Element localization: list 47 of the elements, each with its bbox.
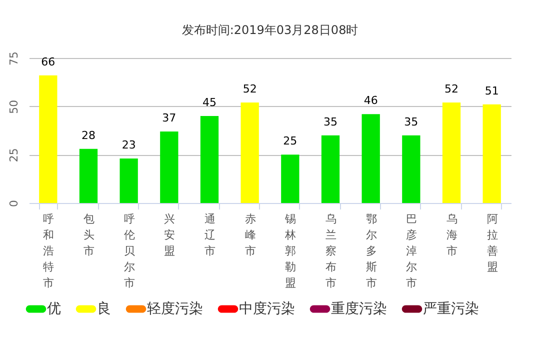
bar [482, 104, 501, 203]
data-label: 35 [324, 115, 338, 128]
legend-label: 严重污染 [423, 301, 479, 317]
legend-label: 良 [97, 301, 111, 317]
legend-label: 重度污染 [331, 301, 387, 317]
data-label: 52 [242, 82, 257, 96]
y-tick-label: 75 [8, 52, 20, 66]
bar [240, 102, 259, 203]
x-tick-label: 赤峰市 [244, 212, 256, 258]
data-label: 35 [404, 115, 418, 128]
chart-title: 发布时间:2019年03月28日08时 [182, 23, 358, 37]
data-label: 66 [41, 55, 56, 68]
data-label: 25 [283, 134, 298, 148]
legend-label: 优 [47, 301, 61, 317]
bar [321, 135, 340, 203]
data-label: 23 [122, 138, 136, 152]
x-tick-label: 包头市 [83, 212, 94, 258]
bar [200, 116, 219, 203]
bar [442, 102, 461, 203]
bar [160, 131, 178, 203]
bar [362, 114, 380, 203]
bar [402, 135, 420, 203]
x-tick-label: 乌兰察布市 [326, 212, 336, 290]
y-tick-label: 25 [8, 148, 20, 162]
x-tick-label: 阿拉善盟 [486, 212, 498, 274]
data-label: 28 [81, 128, 96, 142]
x-tick-label: 巴彦淖尔市 [406, 212, 418, 290]
y-tick-label: 0 [8, 200, 20, 207]
x-tick-label: 呼伦贝尔市 [124, 212, 135, 290]
x-tick-label: 呼和浩特市 [43, 212, 54, 290]
bar [120, 158, 138, 203]
bar [281, 154, 300, 203]
x-tick-label: 锡林郭勒盟 [284, 212, 296, 290]
bar [39, 75, 58, 203]
data-label: 45 [202, 96, 216, 109]
x-tick-label: 鄂尔多斯市 [366, 212, 377, 290]
bar [79, 148, 98, 203]
x-tick-label: 乌海市 [446, 212, 458, 258]
x-tick-label: 兴安盟 [164, 212, 176, 258]
legend-label: 中度污染 [239, 301, 295, 317]
legend-label: 轻度污染 [147, 301, 203, 317]
data-label: 37 [162, 111, 176, 124]
data-label: 51 [484, 84, 499, 98]
x-tick-label: 通辽市 [204, 212, 216, 258]
y-tick-label: 50 [8, 100, 20, 114]
data-label: 46 [364, 94, 378, 108]
data-label: 52 [444, 82, 459, 96]
